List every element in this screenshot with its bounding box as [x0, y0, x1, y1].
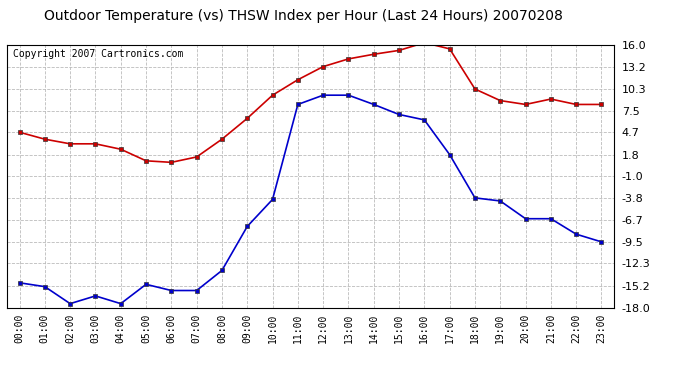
Text: Copyright 2007 Cartronics.com: Copyright 2007 Cartronics.com: [13, 49, 184, 59]
Text: Outdoor Temperature (vs) THSW Index per Hour (Last 24 Hours) 20070208: Outdoor Temperature (vs) THSW Index per …: [44, 9, 563, 23]
